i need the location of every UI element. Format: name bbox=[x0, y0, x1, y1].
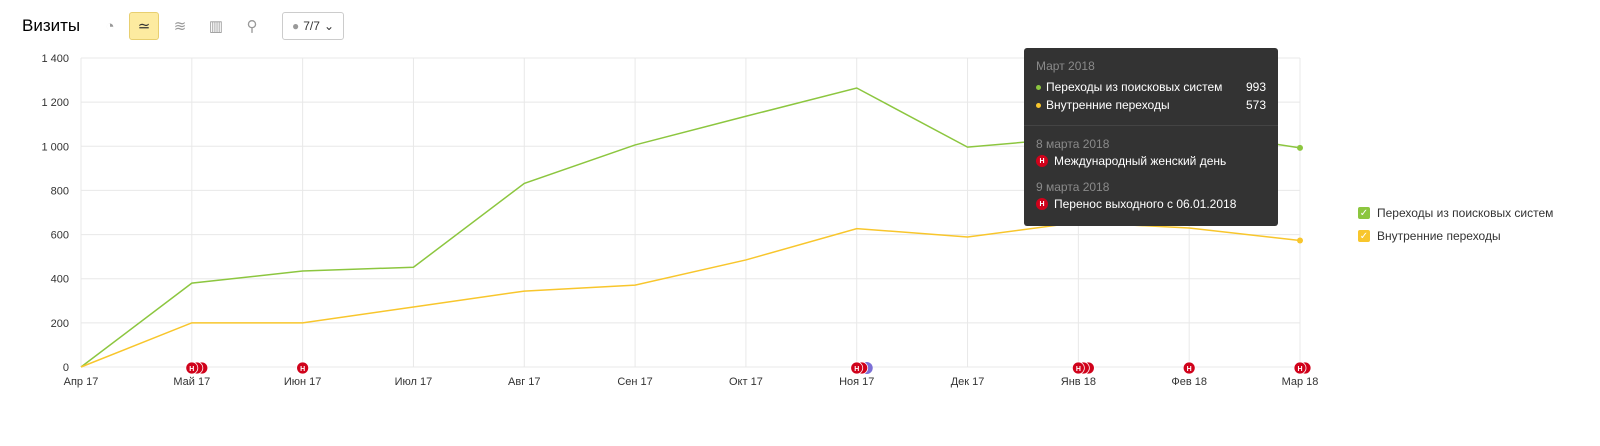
y-tick-label: 1 000 bbox=[41, 141, 69, 153]
holiday-marker-icon bbox=[1071, 361, 1085, 375]
tooltip-value: 573 bbox=[1245, 98, 1266, 112]
holiday-marker-letter: Н bbox=[854, 366, 859, 373]
checkbox-checked-icon[interactable]: ✓ bbox=[1358, 230, 1370, 242]
map-button[interactable]: ⚲ bbox=[237, 12, 267, 40]
tooltip-divider bbox=[1024, 125, 1278, 126]
pie-chart-button[interactable]: ◔ bbox=[95, 12, 125, 40]
holiday-marker-letter: Н bbox=[1076, 366, 1081, 373]
area-icon: ≋ bbox=[173, 18, 187, 35]
map-pin-icon: ⚲ bbox=[246, 18, 258, 35]
holiday-icon: Н bbox=[1036, 155, 1048, 167]
event-row: Н Перенос выходного с 06.01.2018 bbox=[1036, 197, 1266, 211]
event-date: 9 марта 2018 bbox=[1036, 180, 1110, 194]
annotations-dropdown[interactable]: ● 7/7 ⌄ bbox=[282, 12, 344, 40]
bar-icon: ▥ bbox=[208, 18, 224, 35]
tooltip-label: Внутренние переходы bbox=[1046, 98, 1170, 112]
bar-chart-button[interactable]: ▥ bbox=[201, 12, 231, 40]
holiday-icon: Н bbox=[1036, 198, 1048, 210]
holiday-marker-icon bbox=[185, 361, 199, 375]
event-name: Международный женский день bbox=[1054, 154, 1227, 168]
area-chart-button[interactable]: ≋ bbox=[165, 12, 195, 40]
y-tick-label: 0 bbox=[63, 362, 69, 374]
line-chart-button[interactable]: ≃ bbox=[129, 12, 159, 40]
holiday-marker-letter: Н bbox=[300, 366, 305, 373]
holiday-marker-icon bbox=[296, 361, 310, 375]
tooltip-period: Март 2018 bbox=[1036, 59, 1095, 73]
holiday-marker-icon bbox=[1182, 361, 1196, 375]
pie-icon: ◔ bbox=[105, 17, 115, 35]
event-date: 8 марта 2018 bbox=[1036, 137, 1110, 151]
legend: ✓ Переходы из поисковых систем ✓ Внутренни… bbox=[1358, 206, 1553, 252]
tooltip-label: Переходы из поисковых систем bbox=[1046, 80, 1223, 94]
legend-label: Внутренние переходы bbox=[1377, 229, 1501, 243]
x-tick-label: Янв 18 bbox=[1061, 376, 1096, 388]
data-point bbox=[1297, 144, 1303, 151]
comment-icon: ● bbox=[292, 19, 300, 33]
checkbox-checked-icon[interactable]: ✓ bbox=[1358, 207, 1370, 219]
x-tick-label: Сен 17 bbox=[617, 376, 652, 388]
x-tick-label: Июн 17 bbox=[284, 376, 322, 388]
x-tick-label: Фев 18 bbox=[1171, 376, 1207, 388]
holiday-marker-icon bbox=[850, 361, 864, 375]
line-icon: ≃ bbox=[137, 18, 151, 35]
holiday-marker-letter: Н bbox=[1297, 366, 1302, 373]
series-dot-icon bbox=[1036, 102, 1041, 108]
y-tick-label: 200 bbox=[51, 318, 69, 330]
annotations-count: 7/7 bbox=[303, 19, 320, 33]
legend-item[interactable]: ✓ Внутренние переходы bbox=[1358, 229, 1553, 243]
chevron-down-icon: ⌄ bbox=[323, 19, 334, 33]
x-tick-label: Апр 17 bbox=[64, 376, 99, 388]
y-tick-label: 1 400 bbox=[41, 53, 69, 65]
holiday-marker-icon bbox=[1293, 361, 1307, 375]
x-tick-label: Дек 17 bbox=[951, 376, 985, 388]
series-dot-icon bbox=[1036, 84, 1041, 90]
tooltip: Март 2018 Переходы из поисковых систем 99… bbox=[1024, 48, 1278, 226]
widget-title: Визиты bbox=[22, 16, 81, 35]
event-name: Перенос выходного с 06.01.2018 bbox=[1054, 197, 1237, 211]
y-tick-label: 800 bbox=[51, 185, 69, 197]
x-tick-label: Ноя 17 bbox=[839, 376, 874, 388]
x-tick-label: Окт 17 bbox=[729, 376, 763, 388]
y-tick-label: 400 bbox=[51, 274, 69, 286]
x-tick-label: Мар 18 bbox=[1282, 376, 1319, 388]
tooltip-value: 993 bbox=[1245, 80, 1266, 94]
tooltip-row: Переходы из поисковых систем 993 bbox=[1036, 80, 1266, 94]
holiday-marker-letter: Н bbox=[189, 366, 194, 373]
x-tick-label: Июл 17 bbox=[395, 376, 433, 388]
series-line bbox=[80, 221, 1301, 368]
x-tick-label: Авг 17 bbox=[508, 376, 540, 388]
y-tick-label: 600 bbox=[51, 230, 69, 242]
data-point bbox=[1297, 237, 1303, 244]
legend-label: Переходы из поисковых систем bbox=[1377, 206, 1554, 220]
x-tick-label: Май 17 bbox=[173, 376, 210, 388]
tooltip-row: Внутренние переходы 573 bbox=[1036, 98, 1266, 112]
legend-item[interactable]: ✓ Переходы из поисковых систем bbox=[1358, 206, 1553, 220]
holiday-marker-letter: Н bbox=[1187, 366, 1192, 373]
event-row: Н Международный женский день bbox=[1036, 154, 1266, 168]
y-tick-label: 1 200 bbox=[41, 97, 69, 109]
